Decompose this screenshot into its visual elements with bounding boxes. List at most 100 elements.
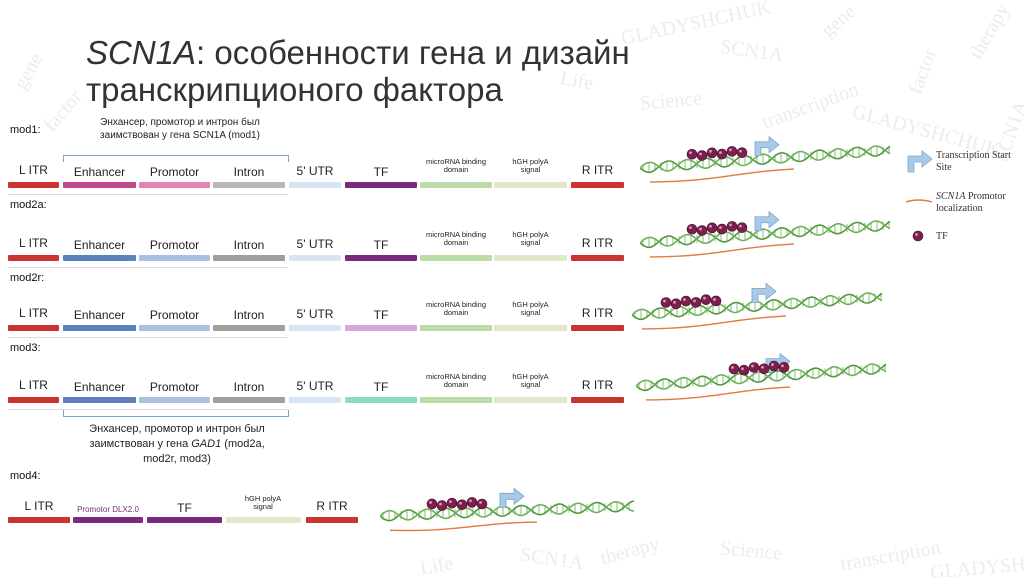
legend-tf-label: TF [936,231,948,242]
tf-bead-highlight [739,149,742,153]
mod1-bracket [63,155,289,162]
l-itr-segment [8,255,59,261]
mod1-note: Энхансер, промотор и интрон был заимство… [100,117,260,141]
promotor-segment [139,397,210,403]
promotor-localization-line [642,315,787,330]
intron-label: Intron [233,308,265,322]
mirna-label: microRNA binding domain [425,157,487,174]
legend-tss-label: Transcription Start Site [936,150,1011,173]
enhancer-segment [63,325,136,331]
tf-bead [758,363,770,375]
tss-arrow [751,282,777,303]
intron-label: Intron [233,238,265,252]
tf-bead [726,146,738,157]
dna-strand [640,220,891,247]
polya-segment [494,397,567,403]
promotor-segment [73,517,143,523]
tf-bead [738,364,750,376]
polya-label: hGH polyA signal [244,494,282,511]
tf-bead-highlight [709,149,712,153]
mirna-segment [420,182,492,188]
watermark-word: SCN1A [518,543,585,575]
watermark-word: gene [9,49,48,94]
dna-strand [380,500,635,521]
polya-segment [494,182,567,188]
promotor-localization-line [390,521,537,532]
tf-bead-highlight [683,298,686,302]
promotor-label: Promotor DLX2.0 [77,505,139,514]
tf-bead [436,500,448,511]
intron-segment [213,325,285,331]
tf-bead-highlight [739,224,742,228]
title-rest: : особенности гена и дизайн транскрипцио… [86,34,630,108]
polya-label: hGH polyA signal [512,372,549,389]
tf-bead [686,148,698,160]
row-name: mod1: [10,124,41,136]
watermark-word: factor [904,45,942,98]
intron-segment [213,397,285,403]
dna-strand [640,145,891,174]
enhancer-label: Enhancer [73,308,126,322]
r-itr-label: R ITR [581,378,614,392]
enhancer-segment [63,255,136,261]
utr-segment [289,397,341,403]
gad1-note-part: (mod2a, [221,438,265,450]
tf-bead [686,223,698,235]
promotor-label: Promotor [149,308,200,322]
row-name: mod2a: [10,199,47,211]
polya-label: hGH polyA signal [512,157,549,174]
watermark-word: therapy [965,0,1015,63]
promotor-localization-line [650,243,795,258]
watermark-word: Science [719,537,784,565]
tf-bead [476,498,488,510]
promotor-label: Promotor [149,238,200,252]
utr-label: 5' UTR [296,379,334,393]
l-itr-label: L ITR [19,163,48,177]
promotor-label: Promotor [149,165,200,179]
tf-bead [690,297,702,308]
utr-segment [289,325,341,331]
dna-strand [632,292,883,321]
r-itr-label: R ITR [581,163,614,177]
tf-segment [345,397,417,403]
tf-bead [466,497,478,508]
dna-strand [636,363,887,392]
tf-bead [696,225,708,236]
r-itr-label: R ITR [581,236,614,250]
tf-segment [345,182,417,188]
polya-segment [494,325,567,331]
mirna-label: microRNA binding domain [425,300,487,317]
mirna-label: microRNA binding domain [425,372,487,389]
enhancer-label: Enhancer [73,238,126,252]
tf-bead [736,222,748,233]
tf-bead-highlight [703,296,706,300]
promotor-segment [139,182,210,188]
watermark-word: transcription [838,536,943,576]
dna-panel [636,352,887,401]
watermark-word: Life [418,552,455,580]
row-baseline [8,337,288,338]
dna-strand [640,220,891,249]
legend-graphics [905,150,933,242]
tf-bead-highlight [663,299,666,303]
tf-bead-highlight [729,223,732,227]
tf-bead-highlight [699,152,702,156]
r-itr-label: R ITR [316,499,348,513]
intron-label: Intron [233,165,265,179]
polya-segment [226,517,301,523]
enhancer-label: Enhancer [73,165,126,179]
row-baseline [8,409,288,410]
tss-arrow [499,487,525,508]
promotor-segment [139,255,210,261]
tf-bead [446,497,458,509]
intron-segment [213,182,285,188]
row-name: mod3: [10,342,41,354]
dna-strand [380,500,635,522]
legend-tss-arrow [907,150,933,173]
gad1-note-part: заимствован у гена [89,438,192,450]
tf-bead-highlight [439,502,442,506]
utr-label: 5' UTR [296,164,334,178]
legend-tf-bead [912,230,924,242]
promotor-label: Promotor [149,380,200,394]
tf-bead-highlight [761,365,764,369]
